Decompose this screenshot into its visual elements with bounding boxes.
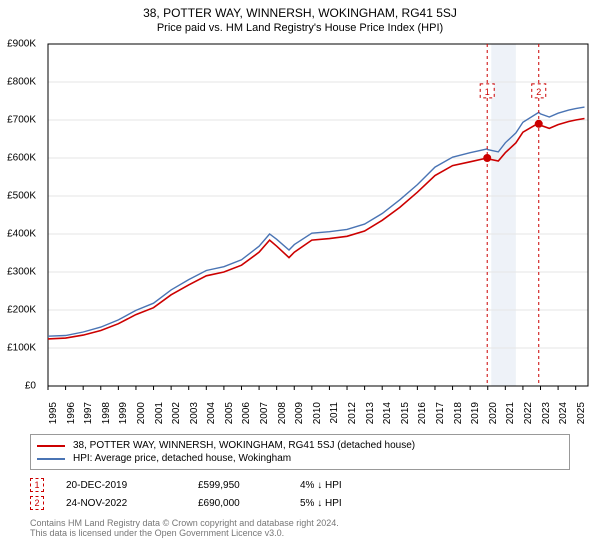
x-tick-label: 2020: [488, 402, 499, 424]
x-tick-label: 2022: [523, 402, 534, 424]
x-tick-label: 2024: [558, 402, 569, 424]
legend-swatch: [37, 458, 65, 460]
svg-text:2: 2: [536, 87, 541, 97]
sale-row: 2 24-NOV-2022 £690,000 5% ↓ HPI: [30, 494, 570, 512]
chart-subtitle: Price paid vs. HM Land Registry's House …: [0, 20, 600, 38]
legend-label: HPI: Average price, detached house, Woki…: [73, 453, 291, 464]
sale-price: £690,000: [198, 498, 278, 509]
x-tick-label: 1996: [66, 402, 77, 424]
x-tick-label: 1995: [48, 402, 59, 424]
sale-date: 24-NOV-2022: [66, 498, 176, 509]
chart-plot-area: 12 £0£100K£200K£300K£400K£500K£600K£700K…: [40, 38, 600, 398]
sale-marker-icon: 1: [30, 478, 44, 492]
x-tick-label: 2004: [206, 402, 217, 424]
sale-date: 20-DEC-2019: [66, 480, 176, 491]
chart-svg: 12: [40, 38, 600, 398]
x-tick-label: 2013: [365, 402, 376, 424]
sales-table: 1 20-DEC-2019 £599,950 4% ↓ HPI 2 24-NOV-2022…: [30, 476, 570, 512]
x-tick-label: 2006: [241, 402, 252, 424]
legend-swatch: [37, 445, 65, 447]
y-tick-label: £800K: [7, 77, 36, 88]
sale-diff: 4% ↓ HPI: [300, 480, 390, 491]
legend-box: 38, POTTER WAY, WINNERSH, WOKINGHAM, RG4…: [30, 434, 570, 470]
x-tick-label: 1997: [83, 402, 94, 424]
y-tick-label: £100K: [7, 343, 36, 354]
x-tick-label: 2010: [312, 402, 323, 424]
x-tick-label: 2003: [189, 402, 200, 424]
x-tick-label: 2012: [347, 402, 358, 424]
chart-title: 38, POTTER WAY, WINNERSH, WOKINGHAM, RG4…: [0, 0, 600, 20]
x-tick-label: 2025: [576, 402, 587, 424]
license-line-1: Contains HM Land Registry data © Crown c…: [30, 518, 570, 528]
y-tick-label: £600K: [7, 153, 36, 164]
y-tick-label: £300K: [7, 267, 36, 278]
sale-row: 1 20-DEC-2019 £599,950 4% ↓ HPI: [30, 476, 570, 494]
x-tick-label: 2005: [224, 402, 235, 424]
x-tick-label: 2002: [171, 402, 182, 424]
x-tick-label: 2008: [277, 402, 288, 424]
x-tick-label: 2015: [400, 402, 411, 424]
x-tick-label: 2018: [453, 402, 464, 424]
y-tick-label: £900K: [7, 39, 36, 50]
y-tick-label: £500K: [7, 191, 36, 202]
x-tick-label: 1998: [101, 402, 112, 424]
y-tick-label: £0: [25, 381, 36, 392]
legend-item: 38, POTTER WAY, WINNERSH, WOKINGHAM, RG4…: [37, 439, 563, 452]
sale-price: £599,950: [198, 480, 278, 491]
x-tick-label: 1999: [118, 402, 129, 424]
x-tick-label: 2011: [329, 402, 340, 424]
chart-figure: 38, POTTER WAY, WINNERSH, WOKINGHAM, RG4…: [0, 0, 600, 560]
sale-diff: 5% ↓ HPI: [300, 498, 390, 509]
y-tick-label: £400K: [7, 229, 36, 240]
license-line-2: This data is licensed under the Open Gov…: [30, 528, 570, 538]
legend-label: 38, POTTER WAY, WINNERSH, WOKINGHAM, RG4…: [73, 440, 415, 451]
y-tick-label: £200K: [7, 305, 36, 316]
legend-item: HPI: Average price, detached house, Woki…: [37, 452, 563, 465]
x-tick-label: 2021: [505, 402, 516, 424]
x-tick-label: 2017: [435, 402, 446, 424]
x-tick-label: 2023: [541, 402, 552, 424]
x-tick-label: 2019: [470, 402, 481, 424]
x-tick-label: 2001: [154, 402, 165, 424]
x-tick-label: 2014: [382, 402, 393, 424]
y-tick-label: £700K: [7, 115, 36, 126]
svg-text:1: 1: [485, 87, 490, 97]
x-tick-label: 2009: [294, 402, 305, 424]
sale-marker-icon: 2: [30, 496, 44, 510]
x-tick-label: 2016: [417, 402, 428, 424]
x-tick-label: 2000: [136, 402, 147, 424]
license-text: Contains HM Land Registry data © Crown c…: [30, 518, 570, 538]
x-tick-label: 2007: [259, 402, 270, 424]
